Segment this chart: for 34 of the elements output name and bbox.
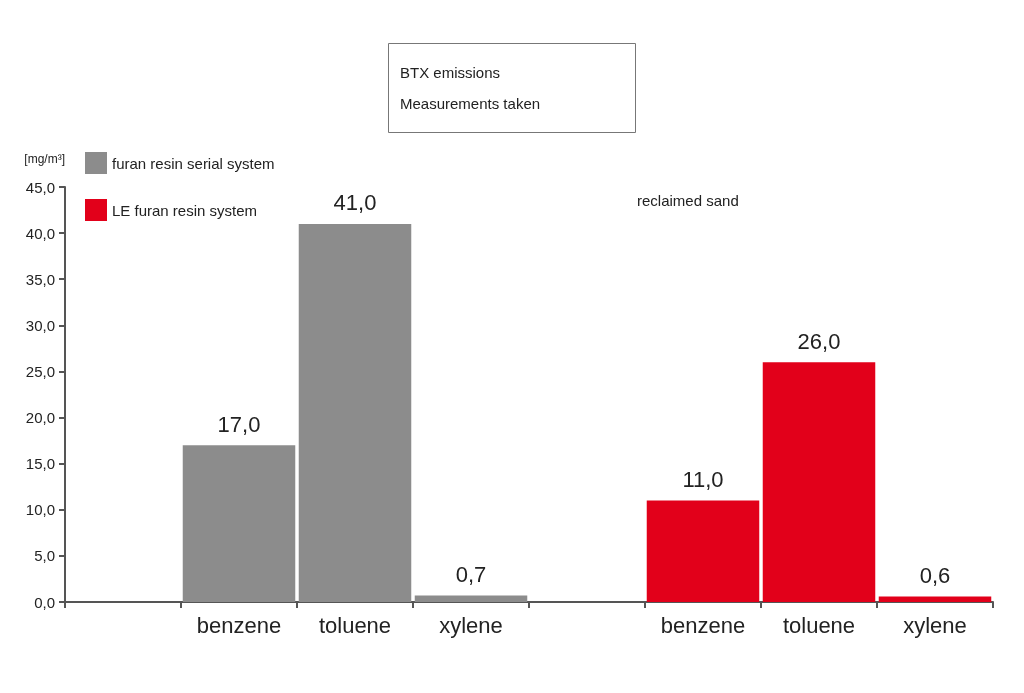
bar <box>646 500 760 602</box>
x-tick-label: xylene <box>439 612 503 638</box>
y-tick-label: 5,0 <box>34 547 55 565</box>
y-tick-label: 30,0 <box>25 316 55 334</box>
y-tick-label: 10,0 <box>25 501 55 519</box>
x-tick-label: benzene <box>660 612 746 638</box>
x-tick-label: benzene <box>196 612 282 638</box>
bar <box>878 596 992 602</box>
data-label: 41,0 <box>333 190 377 216</box>
y-tick-label: 20,0 <box>25 409 55 427</box>
x-tick-label: xylene <box>903 612 967 638</box>
y-tick-label: 25,0 <box>25 362 55 380</box>
bar <box>298 223 412 602</box>
bar <box>182 445 296 602</box>
bar <box>414 595 528 602</box>
y-tick-label: 15,0 <box>25 455 55 473</box>
legend-label: LE furan resin system <box>112 201 258 219</box>
y-tick-label: 45,0 <box>25 178 55 196</box>
y-tick-label: 35,0 <box>25 270 55 288</box>
data-label: 17,0 <box>217 411 261 437</box>
x-tick-label: toluene <box>318 612 392 638</box>
chart-subtitle: Measurements taken <box>400 95 541 112</box>
legend-label: furan resin serial system <box>112 154 275 172</box>
y-tick-label: 40,0 <box>25 224 55 242</box>
data-label: 0,6 <box>919 562 951 588</box>
annotation: reclaimed sand <box>637 192 739 209</box>
data-label: 26,0 <box>797 328 841 354</box>
data-label: 11,0 <box>682 467 724 493</box>
y-tick-label: 0,0 <box>34 593 55 611</box>
chart-title: BTX emissions <box>400 64 501 81</box>
data-label: 0,7 <box>455 562 487 588</box>
y-axis-title: [mg/m³] <box>24 152 65 166</box>
x-tick-label: toluene <box>782 612 856 638</box>
bar <box>762 362 876 602</box>
